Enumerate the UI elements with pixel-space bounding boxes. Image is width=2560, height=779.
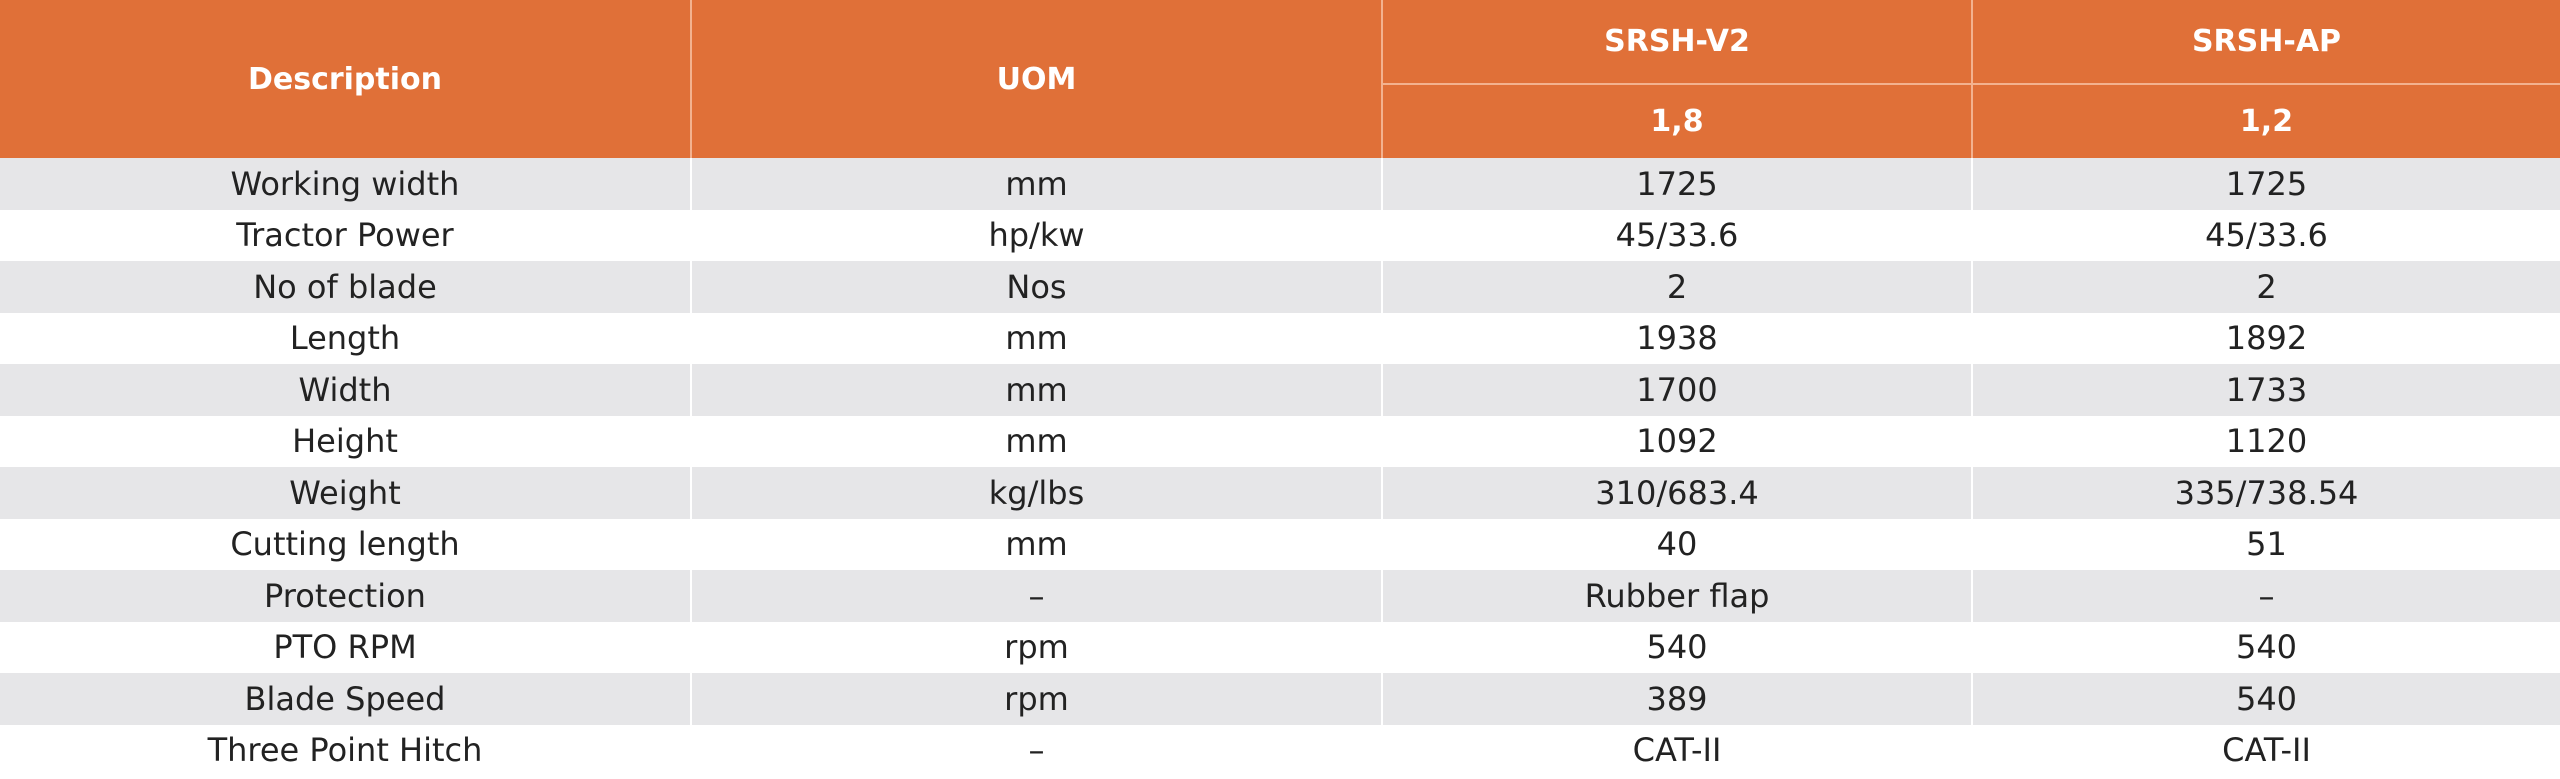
table-body: Working width mm 1725 1725 Tractor Power hp/k… [0,158,2560,776]
table-cell: mm [690,518,1381,570]
table-cell: 1892 [1971,312,2560,364]
table-cell: 310/683.4 [1381,467,1971,519]
table-cell: kg/lbs [690,467,1381,519]
header-cell: UOM [690,0,1381,158]
table-cell: Rubber flap [1381,570,1971,622]
table-cell: 540 [1971,673,2560,725]
table-cell: 540 [1381,621,1971,673]
table-cell: rpm [690,673,1381,725]
table-cell: PTO RPM [273,628,417,667]
header-cell: Description [0,0,690,158]
table-cell: mm [690,415,1381,467]
table-cell: 1725 [1381,158,1971,210]
table-cell: 1700 [1381,364,1971,416]
table-row: Tractor Power hp/kw 45/33.6 45/33.6 [0,209,2560,261]
table-row: Working width mm 1725 1725 [0,158,2560,210]
table-cell: 2 [1381,261,1971,313]
table-cell: Blade Speed [244,679,446,718]
header-cell: 1,8 [1381,85,1971,158]
table-row: Cutting length mm 40 51 [0,518,2560,570]
table-cell: Nos [690,261,1381,313]
table-cell: 45/33.6 [1971,209,2560,261]
table-cell: Length [289,319,401,358]
header-cell: SRSH-AP [1971,0,2560,85]
table-cell: 1725 [1971,158,2560,210]
table-cell: CAT-II [1971,724,2560,776]
table-cell: 51 [1971,518,2560,570]
table-cell: 1092 [1381,415,1971,467]
table-cell: – [690,570,1381,622]
table-cell: Protection [264,576,426,615]
table-row: Protection – Rubber flap – [0,570,2560,622]
header-cell: SRSH-V2 [1381,0,1971,85]
table-row: Blade Speed rpm 389 540 [0,673,2560,725]
table-cell: 1120 [1971,415,2560,467]
table-cell: hp/kw [690,209,1381,261]
table-row: Height mm 1092 1120 [0,415,2560,467]
table-cell: Working width [230,164,460,203]
table-cell: 45/33.6 [1381,209,1971,261]
table-cell: 1938 [1381,312,1971,364]
table-cell: – [690,724,1381,776]
table-cell: CAT-II [1381,724,1971,776]
table-cell: mm [690,158,1381,210]
table-cell: 389 [1381,673,1971,725]
table-cell: Weight [289,473,401,512]
table-cell: mm [690,364,1381,416]
table-cell: Tractor Power [236,216,454,255]
table-cell: 335/738.54 [1971,467,2560,519]
table-cell: – [1971,570,2560,622]
table-cell: Cutting length [230,525,460,564]
table-cell: rpm [690,621,1381,673]
table-cell: 1733 [1971,364,2560,416]
table-cell: Three Point Hitch [207,731,483,770]
table-row: Length mm 1938 1892 [0,312,2560,364]
table-cell: Height [292,422,398,461]
table-row: Width mm 1700 1733 [0,364,2560,416]
table-cell: 40 [1381,518,1971,570]
table-row: No of blade Nos 2 2 [0,261,2560,313]
header-cell: 1,2 [1971,85,2560,158]
table-cell: 540 [1971,621,2560,673]
table-row: Three Point Hitch – CAT-II CAT-II [0,724,2560,776]
table-row: Weight kg/lbs 310/683.4 335/738.54 [0,467,2560,519]
table-cell: Width [298,370,392,409]
table-header: Description UOM SRSH-V2 SRSH-AP 1,8 1,2 [0,0,2560,158]
table-row: PTO RPM rpm 540 540 [0,621,2560,673]
table-cell: No of blade [253,267,437,306]
table-cell: mm [690,312,1381,364]
table-cell: 2 [1971,261,2560,313]
